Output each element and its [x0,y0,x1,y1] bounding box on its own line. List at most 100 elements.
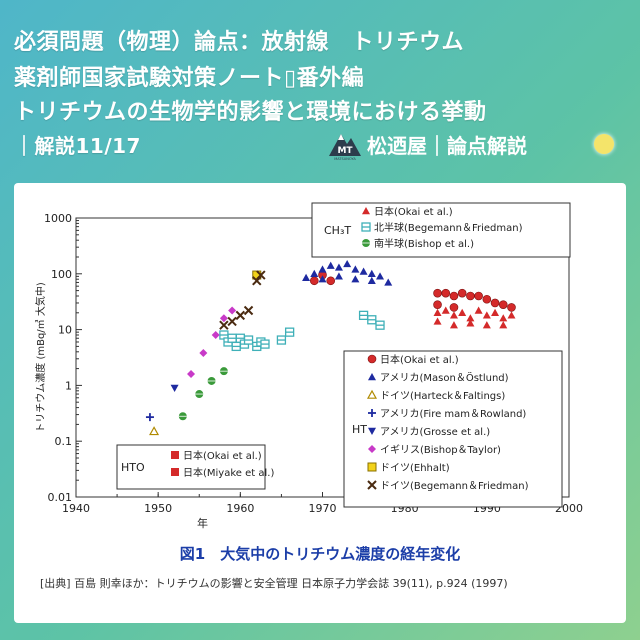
legend-box [343,350,563,508]
data-point [449,303,459,312]
decorative-dot-icon [594,134,614,154]
legend-entry: 日本(Okai et al.) [374,205,453,218]
data-point [441,306,450,314]
legend-box [311,202,571,258]
data-point [376,272,385,280]
data-point [318,275,327,283]
data-point [490,298,500,308]
data-point [334,263,343,271]
header-page-counter: ｜解説11/17 [14,134,141,158]
data-point [326,261,335,269]
data-point [466,319,475,327]
data-point [482,294,492,304]
legend-group-label: HT [352,423,367,436]
legend-entry: アメリカ(Grosse et al.) [380,426,490,438]
data-point [433,300,442,309]
y-tick-label: 10 [58,324,72,337]
header-title-line-1: 必須問題（物理）論点：放射線 トリチウム [14,30,465,55]
legend-group-label: HTO [121,461,145,474]
data-point [243,335,254,345]
legend-entry: 日本(Okai et al.) [183,449,262,462]
data-point [334,272,343,280]
data-point [507,311,516,319]
legend-marker [367,462,377,472]
legend-marker [368,409,376,417]
legend-entry: ドイツ(Begemann＆Friedman) [380,481,529,492]
data-point [449,321,458,329]
legend-entry: アメリカ(Mason＆Östlund) [380,371,509,384]
data-point [187,370,196,379]
x-tick-label: 1970 [309,502,337,515]
data-point [474,291,483,301]
figure-source: [出典] 百島 則幸ほか：トリチウムの影響と安全管理 日本原子力学会誌 39(1… [40,577,508,590]
data-point [243,305,254,316]
data-point [441,288,451,298]
tritium-chart: 1940 1950 1960 1970 1980 1990 20000.010.111010… [34,202,583,530]
data-point [457,288,467,298]
header-title-line-2: 薬剤師国家試験対策ノート▯番外編 [14,66,365,91]
legend-entry: 南半球(Bishop et al.) [374,237,474,250]
legend-entry: 日本(Okai et al.) [380,353,459,366]
legend-entry: イギリス(Bishop＆Taylor) [380,444,501,456]
data-point [199,349,208,358]
data-point [433,308,442,317]
data-point [358,310,369,321]
data-point [231,341,241,352]
data-point [235,310,246,321]
header-banner: 必須問題（物理）論点：放射線 トリチウム 薬剤師国家試験対策ノート▯番外編 トリ… [0,0,640,180]
legend-box [116,444,266,490]
data-point [302,273,311,281]
legend-marker [367,354,377,364]
x-tick-label: 1950 [144,502,172,515]
data-point [449,311,458,319]
logo-text: MT [337,146,353,156]
data-point [433,288,442,298]
data-point [491,308,500,317]
legend-marker [362,239,370,247]
data-point [375,320,385,330]
data-point [326,276,336,286]
legend-entry: ドイツ(Harteck＆Faltings) [380,391,505,402]
data-point [310,269,319,277]
brand: MT MATSUNOYA 松迺屋｜論点解説 [327,126,582,162]
header-title-line-3: トリチウムの生物学的影響と環境における挙動 [14,100,487,125]
data-point [276,335,287,345]
legend-marker [368,373,376,381]
data-point [211,331,220,340]
data-point [367,276,376,284]
y-tick-label: 0.01 [48,491,73,504]
data-point [384,278,393,286]
x-tick-label: 1940 [62,502,90,515]
legend-marker [368,427,376,435]
data-point [449,291,459,301]
figure-caption: 図1 大気中のトリチウム濃度の経年変化 [179,545,461,563]
data-point [466,314,475,322]
data-point [149,426,160,436]
x-tick-label: 1960 [226,502,254,515]
brand-name: 松迺屋｜論点解説 [367,134,527,158]
legend-marker [367,480,377,490]
legend-entry: ドイツ(Ehhalt) [380,463,450,474]
data-point [228,306,237,315]
legend-marker [361,222,371,232]
logo-subtext: MATSUNOYA [334,157,356,161]
y-tick-label: 1 [65,379,72,392]
legend-entry: 日本(Miyake et al.) [183,466,274,479]
data-point [359,267,368,275]
data-point [178,412,187,421]
legend-marker [171,468,179,476]
data-point [219,314,228,323]
data-point [498,300,508,309]
x-axis-label: 年 [197,516,208,530]
data-point [466,291,475,301]
data-point [499,314,508,322]
legend-marker [171,451,179,459]
legend-marker [362,207,370,215]
data-point [260,339,270,349]
data-point [256,270,266,280]
data-point [145,413,154,422]
legend-entry: アメリカ(Fire mam＆Rowland) [380,408,526,420]
data-point [458,308,467,317]
y-tick-label: 1000 [44,212,72,225]
mountain-logo-icon: MT MATSUNOYA [329,134,361,161]
